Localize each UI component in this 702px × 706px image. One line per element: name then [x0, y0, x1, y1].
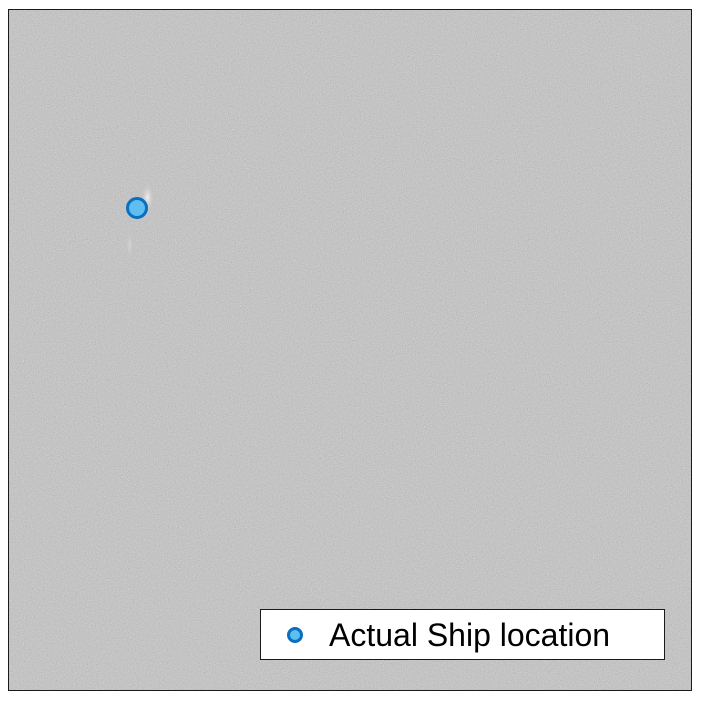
sar-image-panel	[8, 9, 692, 691]
legend-marker-icon	[287, 626, 303, 643]
actual-ship-location-marker	[126, 197, 148, 219]
legend-label: Actual Ship location	[329, 616, 611, 653]
ship-wake	[125, 229, 134, 262]
sea-clutter-image	[9, 10, 691, 690]
legend: Actual Ship location	[260, 609, 665, 660]
speckle-noise	[9, 10, 691, 690]
